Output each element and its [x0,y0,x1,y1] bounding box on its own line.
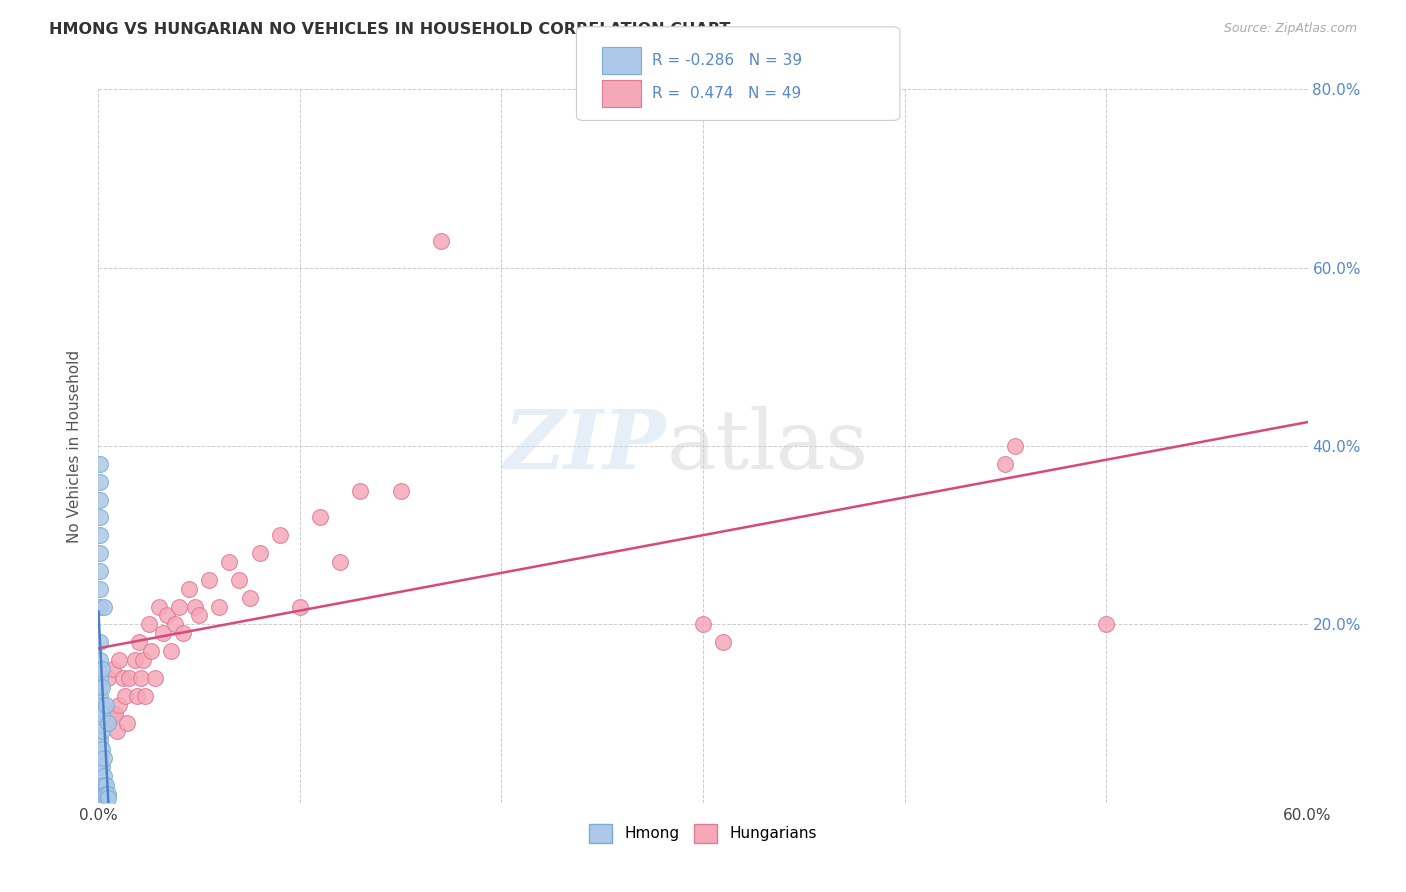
Point [89,751,111,765]
Point [89,787,111,801]
Point [91,680,114,694]
Text: ZIP: ZIP [505,406,666,486]
Point [711,635,734,649]
Point [172,626,194,640]
Point [89,599,111,614]
Point [101,662,124,676]
Point [163,617,186,632]
Point [148,599,170,614]
Point [129,671,152,685]
Point [93,751,115,765]
Point [994,457,1017,471]
Point [89,457,111,471]
Point [269,528,291,542]
Point [208,599,231,614]
Point [97,791,120,805]
Point [91,698,114,712]
Point [89,671,111,685]
Point [107,653,129,667]
Point [184,599,207,614]
Point [89,715,111,730]
Point [97,715,120,730]
Point [91,662,114,676]
Point [107,698,129,712]
Point [91,778,114,792]
Point [329,555,352,569]
Point [97,671,120,685]
Legend: Hmong, Hungarians: Hmong, Hungarians [583,818,823,848]
Point [93,769,115,783]
Point [111,671,134,685]
Point [89,680,111,694]
Point [89,510,111,524]
Point [103,706,125,721]
Point [93,599,115,614]
Point [309,510,332,524]
Point [228,573,250,587]
Point [89,635,111,649]
Point [128,635,150,649]
Point [125,689,148,703]
Point [692,617,714,632]
Point [143,671,166,685]
Point [134,689,156,703]
Text: HMONG VS HUNGARIAN NO VEHICLES IN HOUSEHOLD CORRELATION CHART: HMONG VS HUNGARIAN NO VEHICLES IN HOUSEH… [49,22,731,37]
Point [93,778,115,792]
Text: Source: ZipAtlas.com: Source: ZipAtlas.com [1223,22,1357,36]
Point [132,653,155,667]
Point [198,573,221,587]
Point [89,760,111,774]
Point [89,475,111,489]
Point [91,724,114,739]
Point [96,698,118,712]
Point [89,653,111,667]
Point [91,760,114,774]
Point [89,546,111,560]
Point [89,528,111,542]
Text: atlas: atlas [666,406,869,486]
Point [239,591,262,605]
Point [160,644,183,658]
Point [115,715,138,730]
Point [1095,617,1118,632]
Point [89,564,111,578]
Point [96,778,118,792]
Point [249,546,271,560]
Point [89,582,111,596]
Point [97,787,120,801]
Point [89,492,111,507]
Point [188,608,211,623]
Point [89,689,111,703]
Point [114,689,136,703]
Text: R = -0.286   N = 39: R = -0.286 N = 39 [652,54,803,68]
Point [101,706,124,721]
Point [89,778,111,792]
Point [105,724,128,739]
Point [349,483,371,498]
Point [118,671,141,685]
Point [218,555,240,569]
Y-axis label: No Vehicles in Household: No Vehicles in Household [67,350,83,542]
Point [91,742,114,756]
Point [124,653,146,667]
Point [97,715,120,730]
Point [89,733,111,747]
Point [430,234,453,248]
Point [167,599,190,614]
Point [156,608,179,623]
Point [139,644,162,658]
Point [288,599,311,614]
Point [138,617,160,632]
Point [389,483,412,498]
Point [152,626,174,640]
Point [93,787,115,801]
Point [91,706,114,721]
Point [96,787,118,801]
Text: R =  0.474   N = 49: R = 0.474 N = 49 [652,87,801,101]
Point [179,582,201,596]
Point [1004,439,1026,453]
